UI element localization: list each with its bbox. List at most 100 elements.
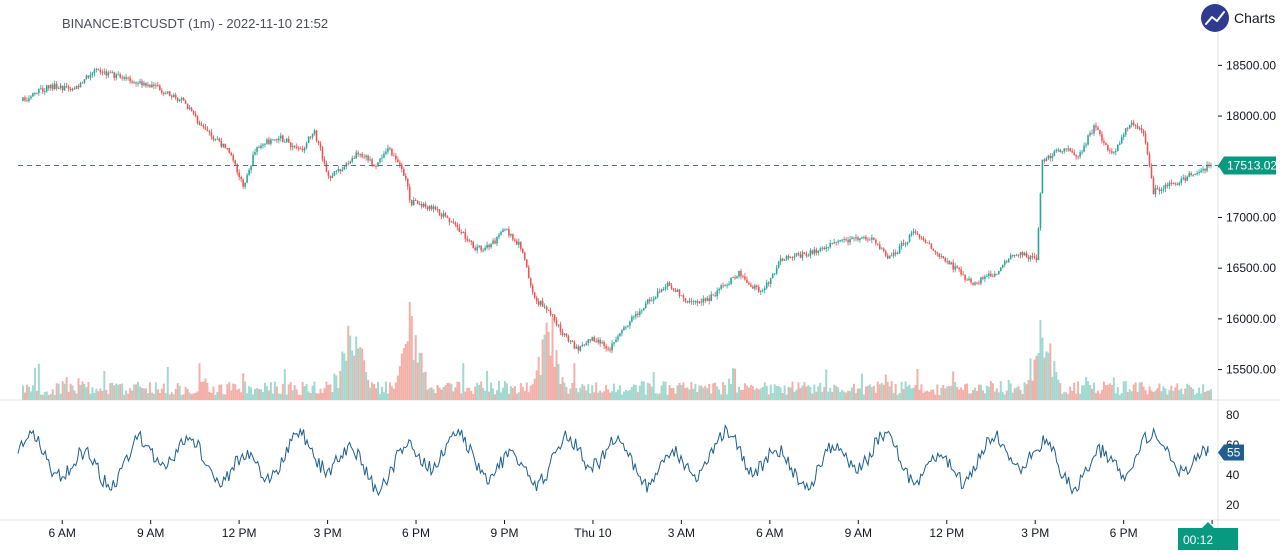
volume-bar <box>1140 381 1143 400</box>
candle-body <box>438 209 441 215</box>
candle-body <box>343 166 346 170</box>
volume-bar <box>519 383 522 400</box>
volume-bar <box>1182 394 1185 400</box>
volume-bar <box>137 381 140 400</box>
candle-body <box>555 320 558 325</box>
candle-body <box>1047 155 1050 159</box>
volume-bar <box>597 392 600 400</box>
volume-bar <box>698 385 701 400</box>
candle-body <box>559 324 562 332</box>
volume-bar <box>730 383 733 400</box>
candle-body <box>504 229 506 231</box>
volume-bar <box>815 391 818 400</box>
candle-body <box>835 242 837 243</box>
countdown-tag: 00:12 <box>1178 522 1238 550</box>
candle-body <box>270 139 272 144</box>
candle-body <box>1033 256 1036 258</box>
volume-bar <box>833 384 836 400</box>
candle-body <box>839 240 841 242</box>
volume-bar <box>158 392 161 400</box>
candle-body <box>527 267 530 279</box>
volume-bar <box>505 383 508 400</box>
candle-body <box>1015 254 1018 256</box>
volume-bar <box>83 383 86 400</box>
volume-bar <box>371 382 374 400</box>
volume-bar <box>882 384 885 400</box>
volume-bar <box>868 384 871 400</box>
brand-badge[interactable]: Charts p <box>1201 4 1280 32</box>
volume-bar <box>561 377 564 400</box>
volume-bar <box>375 388 378 400</box>
volume-bar <box>1170 385 1173 400</box>
candle-body <box>543 306 546 308</box>
volume-bar <box>186 388 189 400</box>
candle-body <box>1134 125 1137 126</box>
candle-body <box>924 240 927 243</box>
volume-bar <box>801 385 804 400</box>
volume-bar <box>178 385 181 400</box>
volume-bar <box>878 384 881 400</box>
candle-body <box>1178 183 1181 185</box>
volume-bar <box>1148 386 1151 400</box>
candle-body <box>771 274 774 279</box>
volume-bar <box>244 381 247 400</box>
candle-body <box>680 295 683 297</box>
volume-bar <box>31 385 34 400</box>
candle-body <box>769 278 772 284</box>
volume-bar <box>605 385 608 400</box>
candle-body <box>214 138 217 140</box>
candle-body <box>996 273 998 275</box>
candle-body <box>97 69 100 71</box>
candle-body <box>145 82 147 86</box>
time-tick-label: 9 PM <box>490 526 518 540</box>
volume-bar <box>845 392 848 400</box>
volume-bar <box>160 388 163 400</box>
candle-body <box>601 342 603 344</box>
volume-bar <box>1210 389 1212 400</box>
candle-body <box>240 177 242 180</box>
volume-bar <box>807 385 810 400</box>
volume-bar <box>1168 390 1171 400</box>
time-tick-label: 3 AM <box>668 526 695 540</box>
volume-bar <box>591 385 594 400</box>
candle-body <box>285 138 288 142</box>
candle-body <box>293 145 296 147</box>
volume-bar <box>547 331 550 400</box>
volume-bar <box>111 382 114 400</box>
price-tick-label: 15500.00 <box>1226 363 1276 377</box>
volume-bar <box>440 389 443 400</box>
candle-body <box>458 227 461 232</box>
candle-body <box>865 237 867 240</box>
volume-bar <box>658 393 661 400</box>
candle-body <box>692 301 695 303</box>
candle-body <box>498 234 500 237</box>
volume-bar <box>220 384 223 400</box>
candle-body <box>442 213 445 217</box>
candle-body <box>186 103 189 109</box>
candle-body <box>942 256 945 259</box>
volume-bar <box>258 388 260 400</box>
candle-body <box>888 255 891 259</box>
candle-body <box>914 231 917 233</box>
candle-body <box>236 164 238 173</box>
candle-body <box>908 234 911 242</box>
volume-bar <box>918 389 921 400</box>
volume-bar <box>470 390 473 400</box>
volume-bar <box>557 364 560 400</box>
volume-bar <box>248 386 251 400</box>
candle-body <box>256 147 258 153</box>
volume-bar <box>684 388 687 400</box>
volume-bar <box>569 388 572 400</box>
volume-bar <box>1011 392 1014 400</box>
candle-body <box>93 69 96 74</box>
volume-bar <box>279 393 282 400</box>
volume-bar <box>95 388 98 400</box>
candle-body <box>117 74 119 76</box>
volume-bar <box>1116 387 1119 400</box>
candle-body <box>756 285 758 287</box>
candle-body <box>107 72 110 76</box>
volume-bar <box>424 371 427 400</box>
volume-bar <box>267 390 270 400</box>
candle-body <box>1113 152 1115 154</box>
